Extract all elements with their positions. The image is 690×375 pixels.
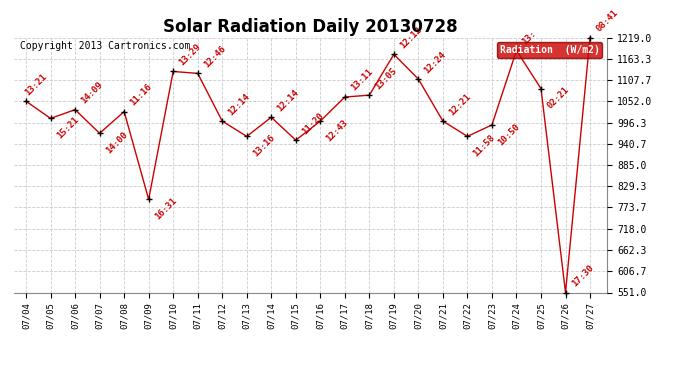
Text: 12:46: 12:46 xyxy=(202,44,227,69)
Text: 12:21: 12:21 xyxy=(447,92,473,117)
Text: 16:31: 16:31 xyxy=(152,196,178,222)
Text: 17:30: 17:30 xyxy=(570,263,595,288)
Text: 08:41: 08:41 xyxy=(594,8,620,33)
Text: 12:14: 12:14 xyxy=(226,92,252,117)
Title: Solar Radiation Daily 20130728: Solar Radiation Daily 20130728 xyxy=(164,18,457,36)
Text: 12:24: 12:24 xyxy=(422,50,448,75)
Text: 13:05: 13:05 xyxy=(373,66,399,91)
Text: 02:21: 02:21 xyxy=(545,86,571,111)
Text: 14:09: 14:09 xyxy=(79,80,105,105)
Text: 13:29: 13:29 xyxy=(177,42,203,67)
Text: 13:16: 13:16 xyxy=(251,133,276,159)
Text: 13:21: 13:21 xyxy=(23,72,49,97)
Text: 14:00: 14:00 xyxy=(104,130,129,156)
Legend: Radiation  (W/m2): Radiation (W/m2) xyxy=(497,42,602,58)
Text: 11:16: 11:16 xyxy=(128,82,154,107)
Text: 12:12: 12:12 xyxy=(398,25,424,50)
Text: Copyright 2013 Cartronics.com: Copyright 2013 Cartronics.com xyxy=(20,41,190,51)
Text: 15:21: 15:21 xyxy=(55,115,80,141)
Text: 12:14: 12:14 xyxy=(275,88,301,113)
Text: 12:43: 12:43 xyxy=(324,118,350,143)
Text: 11:20: 11:20 xyxy=(300,111,325,136)
Text: 13:: 13: xyxy=(521,28,538,46)
Text: 13:11: 13:11 xyxy=(349,68,375,93)
Text: 10:50: 10:50 xyxy=(496,122,522,147)
Text: 11:58: 11:58 xyxy=(471,133,497,159)
